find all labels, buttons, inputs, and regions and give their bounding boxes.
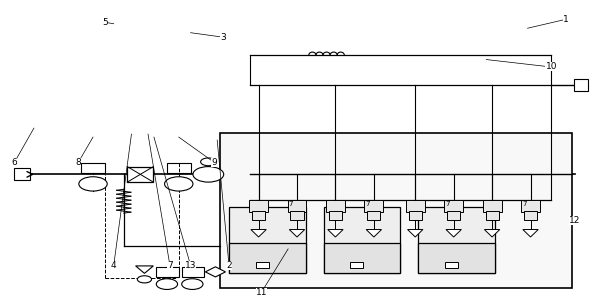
Bar: [409, 211, 422, 220]
Text: 1: 1: [563, 15, 569, 24]
Text: 3: 3: [220, 33, 226, 42]
Text: 7: 7: [445, 201, 450, 207]
Bar: [252, 211, 265, 220]
Bar: [255, 262, 268, 268]
Polygon shape: [407, 230, 423, 237]
Bar: [81, 163, 105, 173]
Text: 7: 7: [167, 261, 173, 270]
Polygon shape: [523, 230, 538, 237]
Bar: [290, 211, 304, 220]
Bar: [229, 207, 306, 273]
Polygon shape: [206, 267, 226, 277]
Text: 7: 7: [522, 201, 526, 207]
Circle shape: [79, 177, 108, 191]
Bar: [486, 211, 498, 220]
Circle shape: [137, 276, 151, 283]
Text: 6: 6: [11, 158, 17, 167]
Text: 12: 12: [569, 216, 580, 225]
Bar: [287, 200, 307, 212]
Polygon shape: [446, 230, 462, 237]
Polygon shape: [251, 230, 266, 237]
Circle shape: [182, 279, 203, 290]
Text: 2: 2: [226, 261, 232, 270]
Polygon shape: [574, 79, 589, 91]
Bar: [229, 243, 306, 273]
Bar: [447, 211, 460, 220]
Text: 11: 11: [256, 288, 267, 297]
Polygon shape: [289, 230, 305, 237]
Bar: [350, 262, 363, 268]
Bar: [220, 133, 572, 288]
Polygon shape: [485, 230, 500, 237]
Bar: [445, 262, 458, 268]
Bar: [324, 207, 400, 273]
Bar: [127, 167, 153, 182]
Polygon shape: [328, 230, 343, 237]
Bar: [364, 200, 383, 212]
Bar: [406, 200, 425, 212]
Bar: [329, 211, 342, 220]
Text: 7: 7: [365, 201, 370, 207]
Text: 5: 5: [102, 18, 108, 27]
Text: 9: 9: [211, 158, 217, 167]
Text: 4: 4: [111, 261, 116, 270]
Bar: [524, 211, 537, 220]
Bar: [182, 267, 204, 277]
Polygon shape: [14, 168, 30, 180]
Bar: [156, 267, 179, 277]
Circle shape: [193, 167, 224, 182]
Text: 8: 8: [75, 158, 81, 167]
Bar: [367, 211, 380, 220]
Text: 13: 13: [185, 261, 197, 270]
Circle shape: [201, 158, 216, 166]
Polygon shape: [135, 266, 153, 273]
Bar: [444, 200, 463, 212]
Bar: [326, 200, 345, 212]
Polygon shape: [366, 230, 381, 237]
Bar: [418, 207, 495, 273]
Bar: [324, 243, 400, 273]
Circle shape: [156, 279, 178, 290]
Bar: [249, 200, 268, 212]
Bar: [483, 200, 501, 212]
Bar: [167, 163, 191, 173]
Bar: [521, 200, 540, 212]
Text: 7: 7: [289, 201, 293, 207]
Bar: [418, 243, 495, 273]
Circle shape: [165, 177, 193, 191]
Text: 10: 10: [545, 63, 557, 72]
